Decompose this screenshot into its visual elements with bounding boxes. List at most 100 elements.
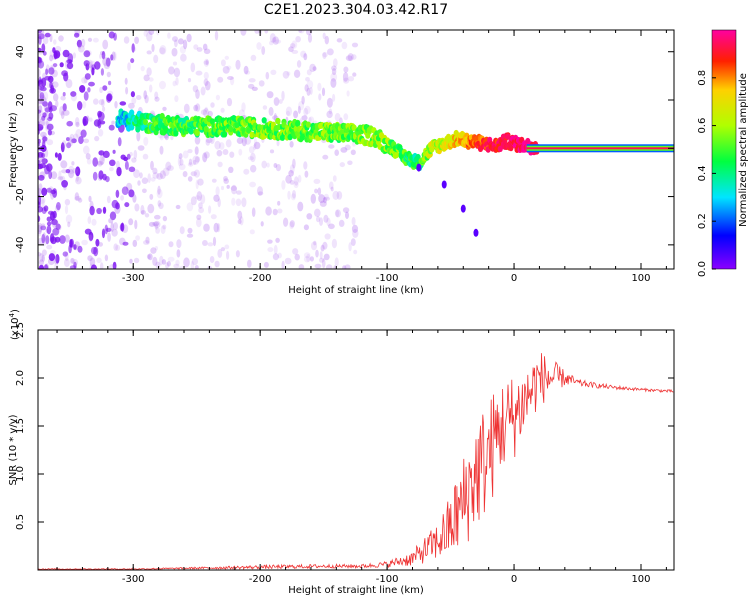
noise-speckle — [106, 93, 112, 103]
noise-speckle — [304, 105, 311, 115]
noise-speckle — [218, 142, 225, 150]
noise-speckle — [186, 33, 192, 43]
noise-speckle — [38, 215, 41, 223]
noise-speckle — [248, 83, 255, 89]
noise-speckle — [195, 70, 203, 76]
noise-speckle — [172, 80, 177, 87]
noise-speckle — [267, 239, 273, 244]
noise-speckle — [159, 45, 167, 55]
noise-speckle — [258, 80, 265, 87]
noise-speckle — [235, 59, 241, 70]
noise-speckle — [332, 93, 336, 102]
noise-speckle — [38, 195, 42, 205]
noise-speckle — [334, 149, 340, 156]
noise-speckle — [64, 234, 70, 243]
noise-speckle — [82, 118, 87, 127]
ridge-cell — [188, 128, 194, 135]
noise-speckle — [161, 259, 166, 265]
noise-speckle — [309, 63, 316, 73]
noise-speckle — [128, 189, 135, 198]
noise-speckle — [316, 216, 321, 223]
noise-speckle — [303, 107, 309, 117]
noise-speckle — [339, 162, 345, 168]
noise-speckle — [345, 55, 353, 61]
noise-speckle — [52, 219, 59, 229]
noise-speckle — [204, 106, 208, 113]
noise-speckle — [81, 239, 88, 246]
noise-speckle — [292, 158, 296, 169]
noise-speckle — [38, 183, 43, 191]
noise-speckle — [57, 152, 62, 161]
noise-speckle — [113, 51, 117, 61]
noise-speckle — [105, 176, 110, 183]
noise-speckle — [275, 237, 280, 243]
noise-speckle — [327, 48, 334, 56]
noise-speckle — [57, 176, 64, 181]
noise-speckle — [119, 101, 127, 106]
noise-speckle — [38, 78, 44, 88]
noise-speckle — [213, 194, 220, 202]
noise-speckle — [154, 214, 161, 220]
noise-speckle — [111, 228, 118, 237]
noise-speckle — [196, 214, 202, 220]
noise-speckle — [290, 43, 296, 49]
noise-speckle — [215, 94, 220, 101]
noise-speckle — [170, 135, 174, 141]
noise-speckle — [183, 103, 190, 114]
noise-speckle — [326, 217, 331, 227]
noise-speckle — [42, 36, 49, 45]
noise-speckle — [146, 67, 152, 77]
noise-speckle — [289, 141, 294, 148]
noise-speckle — [123, 36, 130, 44]
noise-speckle — [308, 116, 315, 124]
noise-speckle — [101, 98, 105, 108]
noise-speckle — [216, 149, 223, 157]
noise-speckle — [343, 77, 350, 84]
noise-speckle — [83, 50, 91, 58]
spectrogram-xlabel: Height of straight line (km) — [288, 285, 424, 296]
noise-speckle — [60, 160, 68, 169]
noise-speckle — [148, 30, 155, 35]
noise-speckle — [43, 205, 49, 212]
noise-speckle — [198, 207, 205, 214]
noise-speckle — [77, 245, 83, 253]
noise-speckle — [195, 103, 201, 112]
snr-frame — [37, 329, 675, 571]
noise-speckle — [114, 101, 118, 109]
noise-speckle — [127, 102, 135, 109]
colorbar-gradient — [711, 29, 737, 270]
noise-speckle — [65, 169, 71, 174]
noise-speckle — [203, 48, 211, 55]
noise-speckle — [350, 149, 356, 156]
noise-speckle — [100, 262, 104, 269]
noise-speckle — [247, 259, 252, 268]
noise-speckle — [204, 151, 210, 159]
noise-speckle — [224, 55, 229, 60]
noise-speckle — [342, 207, 350, 214]
noise-speckle — [38, 109, 44, 116]
y-tick-label: -20 — [15, 188, 26, 204]
noise-speckle — [269, 149, 275, 154]
noise-speckle — [133, 257, 140, 264]
noise-speckle — [162, 215, 168, 222]
noise-speckle — [86, 61, 92, 69]
noise-speckle — [352, 72, 357, 77]
noise-speckle — [326, 97, 333, 108]
noise-speckle — [152, 167, 158, 175]
noise-speckle — [62, 103, 67, 112]
noise-speckle — [193, 104, 199, 112]
noise-speckle — [150, 177, 156, 182]
noise-speckle — [98, 99, 105, 106]
spectrogram-frame — [37, 29, 675, 270]
noise-speckle — [41, 249, 47, 256]
noise-speckle — [75, 121, 80, 128]
noise-speckle — [39, 142, 43, 150]
noise-speckle — [147, 253, 153, 261]
noise-speckle — [217, 161, 223, 168]
noise-speckle — [143, 240, 150, 245]
noise-speckle — [128, 218, 134, 226]
noise-speckle — [214, 30, 219, 41]
noise-speckle — [322, 32, 326, 39]
noise-speckle — [194, 265, 199, 269]
noise-speckle — [144, 213, 150, 218]
